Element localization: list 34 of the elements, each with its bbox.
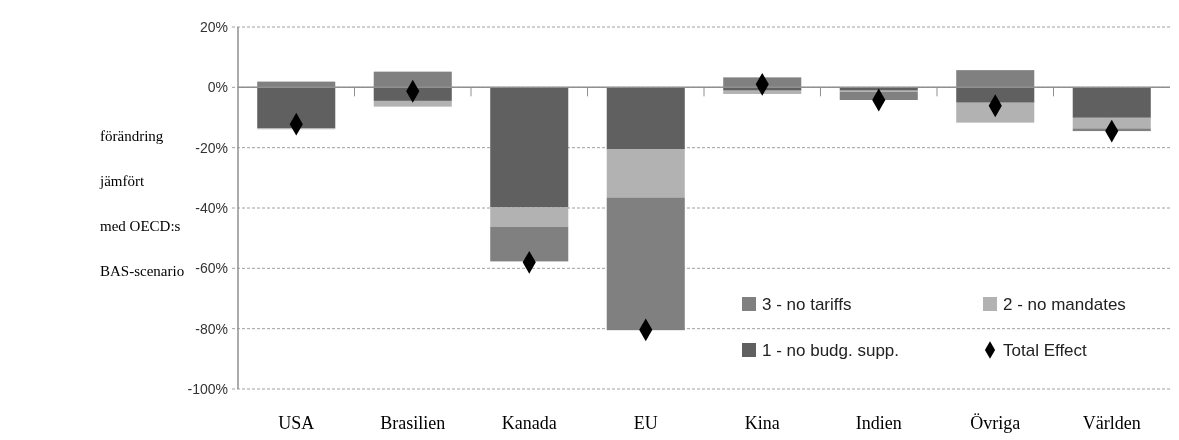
- x-tick-label: Kina: [744, 413, 780, 433]
- y-tick-label: 20%: [199, 18, 228, 35]
- bar: [606, 149, 685, 198]
- bar: [606, 87, 685, 150]
- bar: [373, 100, 452, 107]
- y-tick-label: -60%: [195, 260, 228, 277]
- bar: [257, 87, 336, 129]
- x-tick-label: Övriga: [970, 413, 1021, 433]
- y-tick-label: -40%: [195, 199, 228, 216]
- x-tick-label: Indien: [855, 413, 902, 433]
- x-tick-label: EU: [633, 413, 658, 433]
- bar: [956, 87, 1035, 103]
- bar: [490, 207, 569, 227]
- bar: [956, 102, 1035, 123]
- y-tick-label: -80%: [195, 320, 228, 337]
- bar: [373, 71, 452, 88]
- x-tick-label: Kanada: [501, 413, 557, 433]
- bar: [1072, 87, 1151, 118]
- x-tick-label: Brasilien: [380, 413, 446, 433]
- y-tick-label: -20%: [195, 139, 228, 156]
- legend-label: 2 - no mandates: [1003, 294, 1126, 314]
- bar: [1072, 117, 1151, 129]
- bar: [606, 197, 685, 331]
- bar: [490, 87, 569, 208]
- y-tick-label: -100%: [187, 380, 228, 397]
- legend-label: 1 - no budg. supp.: [762, 340, 900, 360]
- text: förändring jämfört med OECD:s BAS-scenario: [100, 128, 185, 279]
- legend-label: 3 - no tariffs: [762, 294, 852, 314]
- x-tick-label: USA: [278, 413, 315, 433]
- bar: [956, 70, 1035, 88]
- legend-label: Total Effect: [1003, 340, 1088, 360]
- y-tick-label: 0%: [207, 79, 228, 96]
- x-tick-label: Världen: [1082, 413, 1141, 433]
- bar: [490, 226, 569, 262]
